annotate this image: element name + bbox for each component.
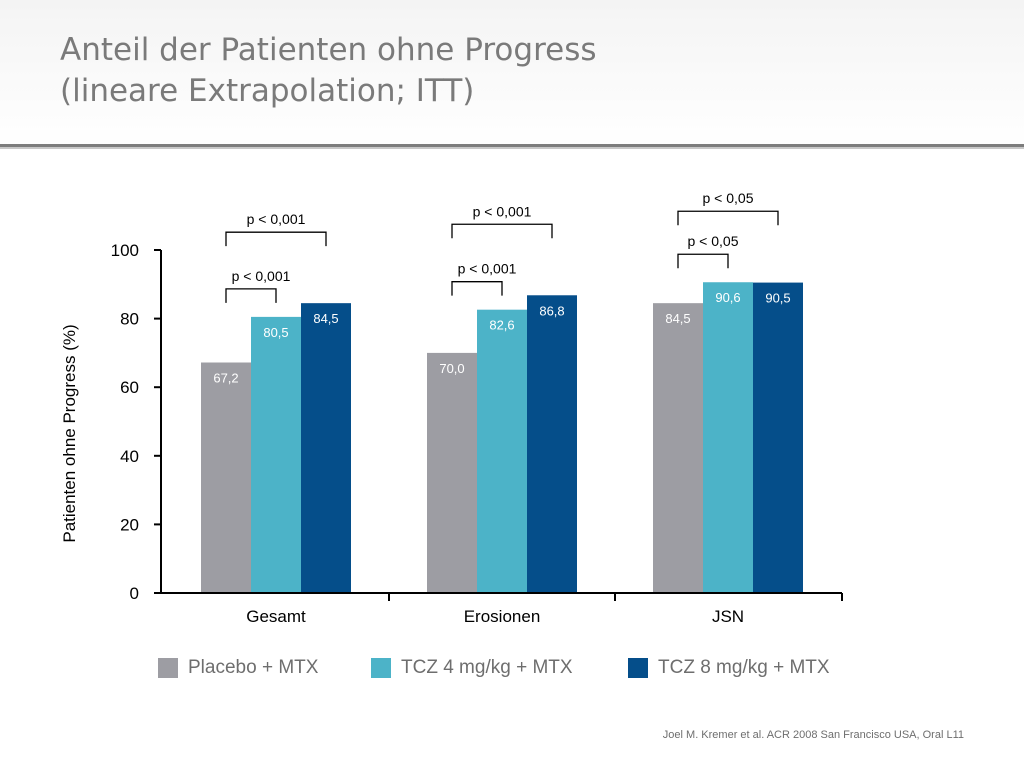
data-label: 82,6 (489, 318, 514, 333)
legend-swatch-tcz8 (628, 658, 648, 678)
data-label: 90,6 (715, 290, 740, 305)
significance-bracket (225, 231, 327, 247)
significance-bracket (225, 288, 277, 303)
data-label: 86,8 (539, 303, 564, 318)
y-tick-label: 0 (130, 584, 139, 603)
bar (653, 303, 703, 593)
significance-label: p < 0,05 (688, 233, 739, 249)
significance-label: p < 0,001 (473, 203, 532, 219)
bar (477, 309, 527, 593)
y-axis-label: Patienten ohne Progress (%) (60, 324, 79, 542)
significance-bracket (677, 210, 779, 226)
x-tick-label: Gesamt (246, 607, 306, 626)
bar (201, 362, 251, 593)
legend-item-placebo: Placebo + MTX (158, 655, 318, 681)
data-label: 90,5 (765, 291, 790, 306)
significance-label: p < 0,001 (232, 268, 291, 284)
legend-label-placebo: Placebo + MTX (188, 657, 319, 678)
significance-bracket (677, 253, 729, 269)
data-label: 84,5 (665, 311, 690, 326)
y-tick-label: 80 (120, 310, 139, 329)
y-tick-label: 40 (120, 447, 139, 466)
significance-label: p < 0,05 (703, 190, 754, 206)
data-label: 67,2 (213, 371, 238, 386)
legend-swatch-placebo (158, 658, 178, 678)
title-line-2: (lineare Extrapolation; ITT) (60, 73, 475, 109)
x-tick-label: JSN (712, 607, 744, 626)
bar (527, 295, 577, 593)
y-tick-label: 60 (120, 378, 139, 397)
data-label: 80,5 (263, 325, 288, 340)
bar (251, 316, 301, 593)
bar (703, 282, 753, 593)
y-tick-label: 100 (111, 241, 139, 260)
legend-swatch-tcz4 (371, 658, 391, 678)
data-label: 70,0 (439, 361, 464, 376)
significance-bracket (451, 223, 553, 239)
data-label: 84,5 (313, 311, 338, 326)
bar (301, 303, 351, 593)
page-title: Anteil der Patienten ohne Progress (line… (60, 30, 597, 112)
bar (753, 282, 803, 593)
significance-bracket (451, 281, 503, 296)
title-divider-shadow (0, 147, 1024, 149)
title-line-1: Anteil der Patienten ohne Progress (60, 32, 597, 68)
bar (427, 352, 477, 593)
title-divider (0, 144, 1024, 147)
significance-label: p < 0,001 (247, 211, 306, 227)
x-tick-label: Erosionen (464, 607, 541, 626)
legend-label-tcz8: TCZ 8 mg/kg + MTX (658, 657, 830, 678)
significance-label: p < 0,001 (458, 261, 517, 277)
y-tick-label: 20 (120, 515, 139, 534)
legend-item-tcz4: TCZ 4 mg/kg + MTX (371, 655, 573, 681)
legend-item-tcz8: TCZ 8 mg/kg + MTX (628, 655, 830, 681)
legend-label-tcz4: TCZ 4 mg/kg + MTX (401, 657, 573, 678)
source-citation: Joel M. Kremer et al. ACR 2008 San Franc… (662, 729, 964, 741)
